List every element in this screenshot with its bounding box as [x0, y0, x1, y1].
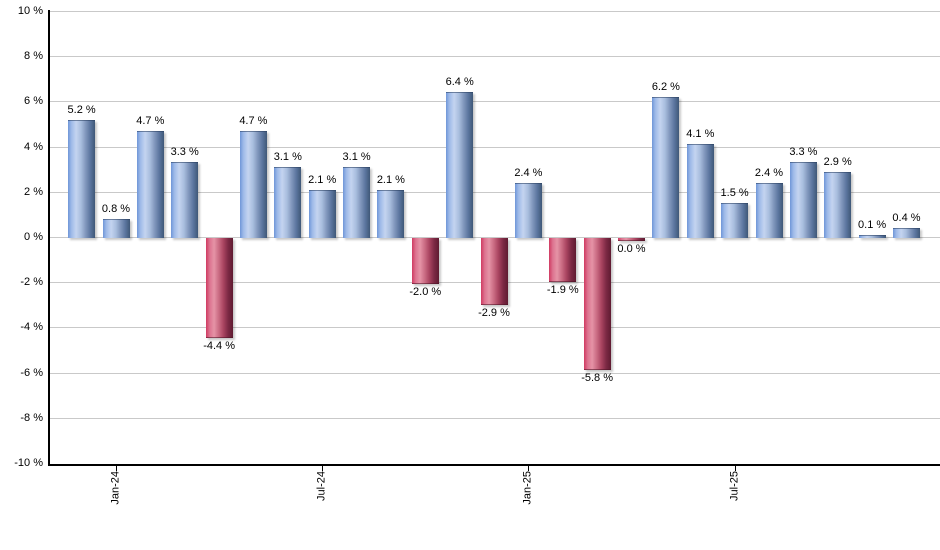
gridline-10pct — [48, 11, 940, 12]
bar-value-label: 6.4 % — [445, 76, 474, 89]
bar-value-label: 3.3 % — [170, 146, 199, 159]
bar-value-label: 0.8 % — [101, 202, 131, 215]
bar-Mar-25 — [583, 238, 611, 371]
gridline-2pct — [48, 191, 940, 193]
bar-value-label: 0.0 % — [617, 242, 646, 255]
x-axis-tick-mark — [322, 466, 324, 471]
y-axis-tick-label: 0 % — [24, 231, 43, 243]
bar-value-label: 2.1 % — [376, 173, 405, 186]
bar-Feb-24 — [136, 130, 164, 238]
bar-value-label: -4.4 % — [203, 340, 235, 353]
bar-Aug-24 — [343, 166, 371, 238]
bar-Oct-25 — [824, 171, 852, 238]
bar-value-label: 1.5 % — [720, 187, 749, 200]
bar-Apr-25 — [618, 238, 645, 241]
bar-value-label: 3.3 % — [789, 146, 818, 159]
y-axis-tick-label: 6 % — [24, 95, 43, 108]
bar-value-label: 3.1 % — [273, 150, 302, 163]
bar-value-label: -2.9 % — [478, 306, 510, 319]
bar-value-label: 0.1 % — [858, 218, 887, 231]
bar-Dec-24 — [480, 238, 508, 305]
bar-value-label: 4.7 % — [239, 114, 268, 127]
x-axis-tick-label-Jul-24: Jul-24 — [315, 471, 328, 501]
gridline-0pct — [48, 237, 940, 238]
bar-value-label: -2.0 % — [409, 286, 442, 299]
bar-value-label: 4.1 % — [686, 128, 715, 141]
bar-value-label: 5.2 % — [67, 103, 96, 116]
bar-Apr-24 — [205, 238, 233, 339]
bar-value-label: -5.8 % — [581, 372, 613, 385]
x-axis-tick-mark — [528, 466, 530, 471]
bar-Nov-24 — [446, 92, 474, 238]
y-axis-tick-label: 2 % — [24, 185, 43, 198]
bar-Sep-24 — [377, 189, 405, 238]
y-axis-tick-label: -4 % — [20, 321, 43, 334]
gridline-6pct — [48, 101, 940, 103]
bar-Mar-24 — [171, 162, 199, 238]
bar-Nov-25 — [858, 234, 886, 238]
gridline--8pct — [48, 417, 940, 419]
bar-value-label: 2.4 % — [754, 166, 784, 179]
bar-value-label: 2.1 % — [308, 173, 337, 186]
bar-value-label: 2.4 % — [514, 166, 543, 179]
y-axis-tick-label: -2 % — [20, 276, 43, 289]
bar-value-label: -1.9 % — [546, 283, 579, 296]
x-axis-tick-mark — [116, 466, 117, 471]
bar-value-label: 6.2 % — [651, 80, 680, 93]
bar-Dec-25 — [893, 228, 920, 238]
bar-Jun-24 — [274, 166, 302, 238]
x-axis-tick-label-Jan-24: Jan-24 — [109, 471, 122, 505]
bar-May-25 — [652, 96, 680, 238]
bar-value-label: 3.1 % — [342, 150, 371, 163]
bar-Jan-25 — [514, 182, 542, 238]
gridline--6pct — [48, 372, 940, 374]
gridline-8pct — [48, 56, 940, 58]
y-axis-tick-label: -8 % — [20, 411, 43, 424]
bar-Jul-24 — [308, 189, 336, 238]
bar-Aug-25 — [755, 182, 783, 238]
y-axis-tick-label: 8 % — [24, 50, 43, 63]
bar-Jan-24 — [102, 218, 130, 238]
y-axis-tick-label: -6 % — [20, 366, 43, 379]
bar-May-24 — [239, 130, 267, 238]
bar-Feb-25 — [549, 238, 577, 282]
y-axis-tick-label: 10 % — [17, 5, 43, 17]
y-axis-tick-label: 4 % — [24, 140, 43, 153]
x-axis-tick-label-Jul-25: Jul-25 — [728, 471, 741, 501]
y-axis-tick-label: -10 % — [14, 457, 43, 469]
bar-value-label: 4.7 % — [136, 114, 165, 127]
bar-Jul-25 — [721, 203, 749, 238]
bar-Jun-25 — [686, 144, 714, 238]
bar-Dec-23 — [68, 119, 96, 238]
x-axis-tick-label-Jan-25: Jan-25 — [521, 471, 534, 505]
bar-value-label: 2.9 % — [823, 155, 852, 168]
bar-value-label: 0.4 % — [892, 212, 921, 224]
bar-Sep-25 — [789, 162, 817, 238]
gridline-4pct — [48, 146, 940, 148]
y-axis-line — [48, 10, 50, 465]
x-axis-line — [48, 464, 940, 466]
bar-Oct-24 — [411, 238, 439, 285]
x-axis-tick-mark — [734, 466, 736, 471]
gridline--4pct — [48, 327, 940, 329]
